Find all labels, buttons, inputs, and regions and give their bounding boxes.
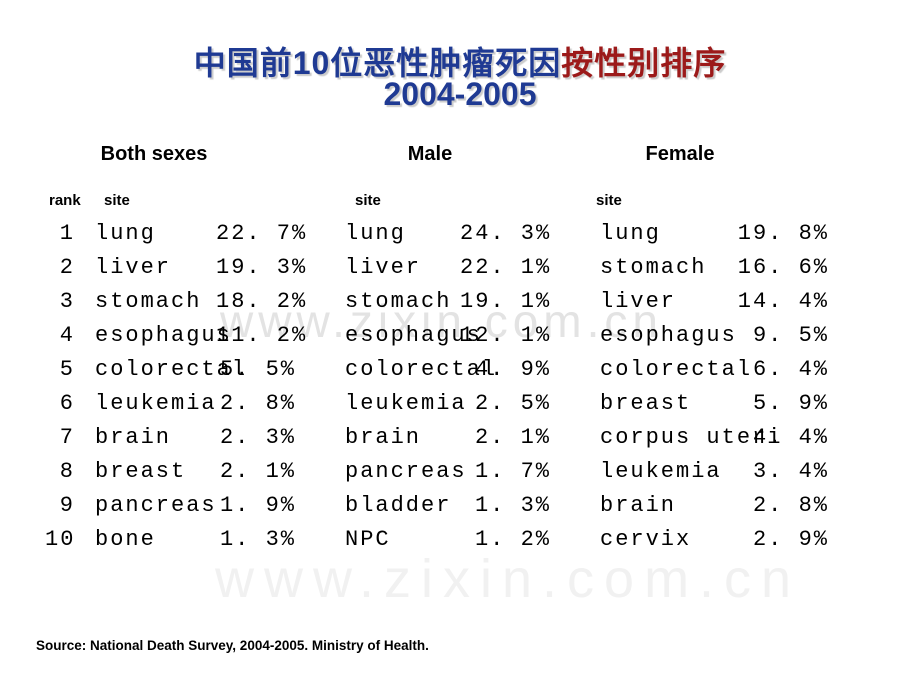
table-row: 5 colorectal 5. 5% colorectal 4. 9% colorecta… xyxy=(45,353,829,387)
site-cell-male: lung xyxy=(345,221,406,246)
site-cell-male: pancreas xyxy=(345,459,467,484)
pct-cell-female: 16. 6% xyxy=(737,255,829,280)
rank-cell: 1 xyxy=(59,221,75,246)
pct-cell-female: 14. 4% xyxy=(737,289,829,314)
site-cell-both: breast xyxy=(95,459,187,484)
column-group-female: Female xyxy=(645,143,715,165)
site-cell-male: NPC xyxy=(345,527,391,552)
pct-cell-both: 11. 2% xyxy=(216,323,308,348)
rank-cell: 8 xyxy=(59,459,75,484)
site-cell-both: lung xyxy=(95,221,156,246)
pct-cell-female: 9. 5% xyxy=(752,323,829,348)
pct-cell-both: 18. 2% xyxy=(216,289,308,314)
table-row: 3 stomach 18. 2% stomach 19. 1% liver 14. 4% xyxy=(45,285,829,319)
slide-title-blue-part: 中国前10位恶性肿瘤死因 xyxy=(193,45,562,81)
site-cell-both: bone xyxy=(95,527,156,552)
site-cell-both: colorectal xyxy=(95,357,248,382)
site-cell-both: esophagus xyxy=(95,323,232,348)
rank-cell: 9 xyxy=(59,493,75,518)
slide-title-red-part: 按性别排序 xyxy=(561,45,727,81)
rank-cell: 2 xyxy=(59,255,75,280)
site-cell-both: liver xyxy=(95,255,172,280)
rank-cell: 10 xyxy=(45,527,76,552)
cancer-mortality-table: 1 lung 22. 7% lung 24. 3% lung 19. 8% 2 liver 19.… xyxy=(45,217,829,557)
table-row: 6 leukemia 2. 8% leukemia 2. 5% breast 5. 9% xyxy=(45,387,829,421)
pct-cell-both: 1. 3% xyxy=(219,527,296,552)
pct-cell-female: 6. 4% xyxy=(752,357,829,382)
pct-cell-female: 3. 4% xyxy=(752,459,829,484)
site-cell-both: stomach xyxy=(95,289,202,314)
table-row: 7 brain 2. 3% brain 2. 1% corpus uteri 4. 4% xyxy=(45,421,829,455)
site-cell-female: liver xyxy=(600,289,677,314)
rank-cell: 3 xyxy=(59,289,75,314)
watermark-middle: www.zixin.com.cn xyxy=(220,295,663,347)
pct-cell-male: 2. 5% xyxy=(474,391,551,416)
header-rank: rank xyxy=(49,192,81,209)
site-cell-female: esophagus xyxy=(600,323,737,348)
pct-cell-both: 5. 5% xyxy=(219,357,296,382)
pct-cell-male: 1. 2% xyxy=(474,527,551,552)
rank-cell: 6 xyxy=(59,391,75,416)
site-cell-female: leukemia xyxy=(600,459,722,484)
site-cell-male: brain xyxy=(345,425,422,450)
site-cell-female: colorectal xyxy=(600,357,753,382)
site-cell-both: brain xyxy=(95,425,172,450)
table-row: 1 lung 22. 7% lung 24. 3% lung 19. 8% xyxy=(45,217,829,251)
slide-title-years: 2004-2005 xyxy=(383,76,537,112)
watermark-bottom: www.zixin.com.cn xyxy=(215,549,802,609)
site-cell-female: corpus uteri xyxy=(600,425,783,450)
column-group-both-sexes: Both sexes xyxy=(100,143,208,165)
pct-cell-both: 2. 3% xyxy=(219,425,296,450)
header-site-both: site xyxy=(104,192,130,209)
pct-cell-male: 2. 1% xyxy=(474,425,551,450)
header-site-female: site xyxy=(596,192,622,209)
pct-cell-female: 2. 9% xyxy=(752,527,829,552)
pct-cell-both: 1. 9% xyxy=(219,493,296,518)
rank-cell: 5 xyxy=(59,357,75,382)
site-cell-male: liver xyxy=(345,255,422,280)
table-row: 9 pancreas 1. 9% bladder 1. 3% brain 2. 8% xyxy=(45,489,829,523)
site-cell-female: brain xyxy=(600,493,677,518)
rank-cell: 4 xyxy=(59,323,75,348)
source-note: Source: National Death Survey, 2004-2005… xyxy=(36,638,429,653)
pct-cell-both: 19. 3% xyxy=(216,255,308,280)
pct-cell-both: 2. 1% xyxy=(219,459,296,484)
site-cell-male: esophagus xyxy=(345,323,482,348)
site-cell-male: bladder xyxy=(345,493,452,518)
site-cell-female: lung xyxy=(600,221,661,246)
site-cell-male: colorectal xyxy=(345,357,498,382)
pct-cell-male: 19. 1% xyxy=(460,289,552,314)
rank-cell: 7 xyxy=(59,425,75,450)
table-row: 10 bone 1. 3% NPC 1. 2% cervix 2. 9% xyxy=(45,523,829,557)
table-row: 4 esophagus 11. 2% esophagus 12. 1% esophagus… xyxy=(45,319,829,353)
table-row: 2 liver 19. 3% liver 22. 1% stomach 16. 6% xyxy=(45,251,829,285)
pct-cell-female: 2. 8% xyxy=(752,493,829,518)
site-cell-male: leukemia xyxy=(345,391,467,416)
pct-cell-female: 4. 4% xyxy=(752,425,829,450)
slide-title: 中国前10位恶性肿瘤死因按性别排序 xyxy=(0,38,920,84)
pct-cell-male: 12. 1% xyxy=(460,323,552,348)
pct-cell-male: 24. 3% xyxy=(460,221,552,246)
pct-cell-male: 1. 3% xyxy=(474,493,551,518)
pct-cell-female: 5. 9% xyxy=(752,391,829,416)
site-cell-female: breast xyxy=(600,391,692,416)
site-cell-female: cervix xyxy=(600,527,692,552)
site-cell-both: pancreas xyxy=(95,493,217,518)
pct-cell-both: 22. 7% xyxy=(216,221,308,246)
site-cell-female: stomach xyxy=(600,255,707,280)
site-cell-both: leukemia xyxy=(95,391,217,416)
pct-cell-female: 19. 8% xyxy=(737,221,829,246)
site-cell-male: stomach xyxy=(345,289,452,314)
header-site-male: site xyxy=(355,192,381,209)
pct-cell-male: 22. 1% xyxy=(460,255,552,280)
pct-cell-male: 1. 7% xyxy=(474,459,551,484)
column-group-male: Male xyxy=(407,143,453,165)
pct-cell-male: 4. 9% xyxy=(474,357,551,382)
pct-cell-both: 2. 8% xyxy=(219,391,296,416)
table-row: 8 breast 2. 1% pancreas 1. 7% leukemia 3. 4% xyxy=(45,455,829,489)
